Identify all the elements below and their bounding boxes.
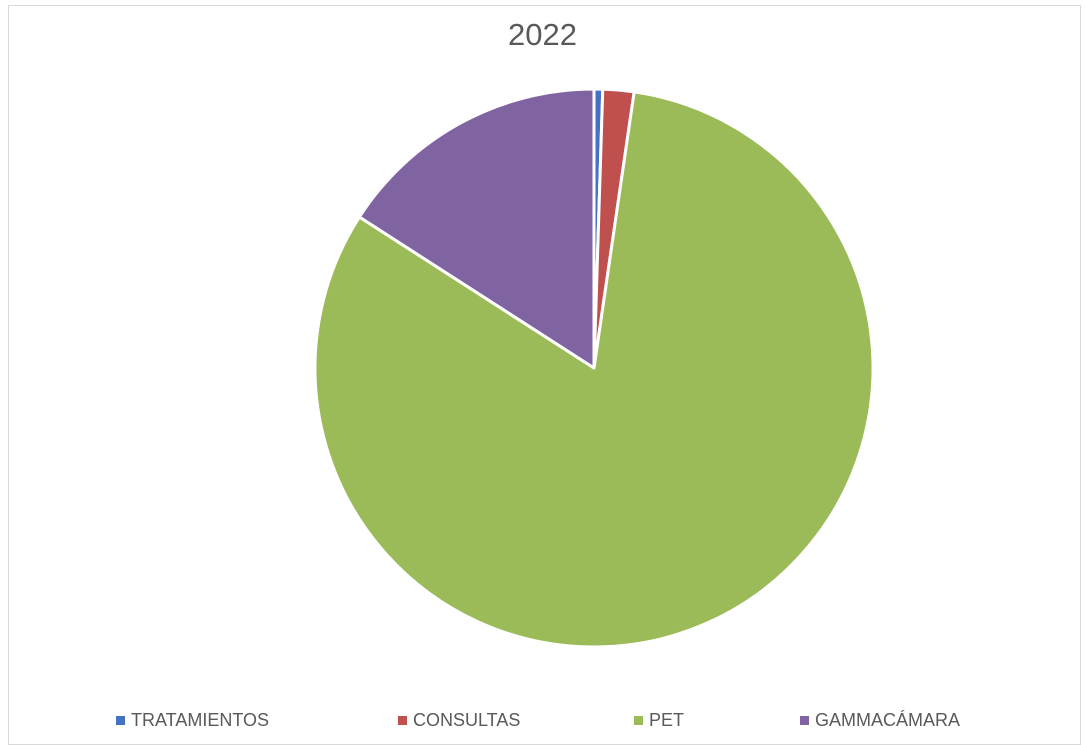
legend-swatch-consultas [398,715,407,725]
legend-swatch-tratamientos [116,715,125,725]
legend-item-tratamientos: TRATAMIENTOS [116,708,269,732]
legend: TRATAMIENTOS CONSULTAS PET GAMMACÁMARA [0,708,1085,732]
chart-title: 2022 [508,17,577,52]
legend-label-pet: PET [649,710,685,730]
legend-swatch-pet [634,715,643,725]
legend-label-tratamientos: TRATAMIENTOS [131,710,270,730]
legend-item-gammacamara: GAMMACÁMARA [800,708,960,732]
legend-swatch-gammacamara [800,715,809,725]
pie-slice-gammacamara [357,87,596,370]
legend-label-gammacamara: GAMMACÁMARA [815,710,961,730]
legend-label-consultas: CONSULTAS [413,710,521,730]
legend-item-consultas: CONSULTAS [398,708,520,732]
legend-item-pet: PET [634,708,684,732]
